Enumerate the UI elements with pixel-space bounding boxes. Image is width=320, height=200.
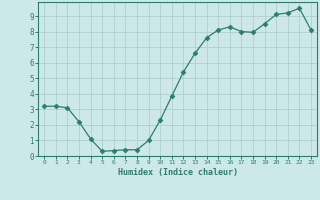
X-axis label: Humidex (Indice chaleur): Humidex (Indice chaleur) xyxy=(118,168,238,177)
